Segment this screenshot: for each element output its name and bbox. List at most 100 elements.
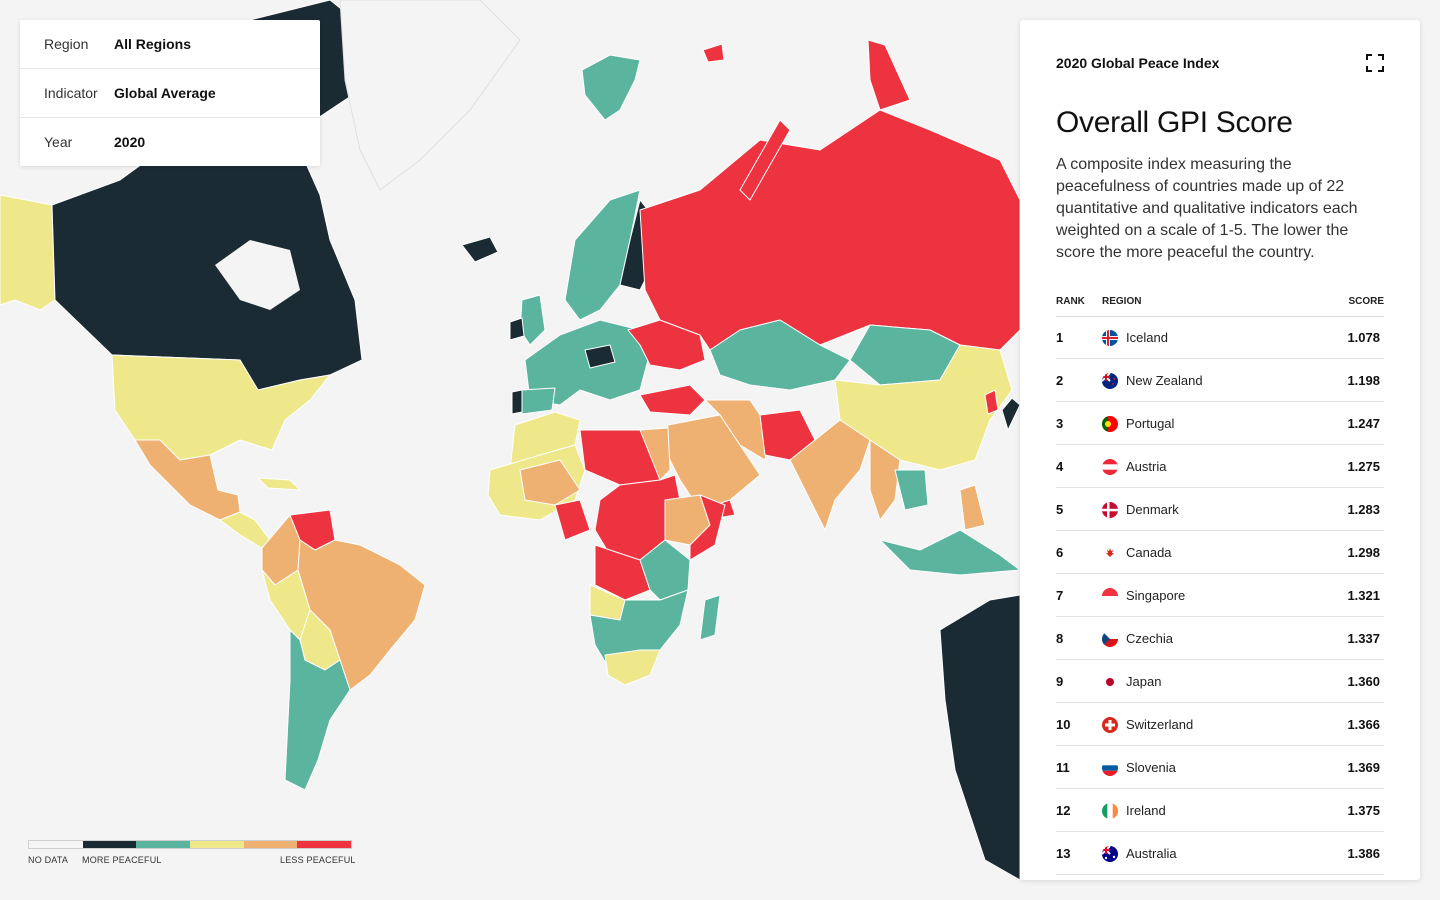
- map-country-turkey[interactable]: [639, 384, 706, 416]
- map-hudson-bay: [215, 240, 300, 310]
- column-score[interactable]: SCORE: [1348, 296, 1384, 307]
- row-rank: 11: [1056, 760, 1070, 775]
- map-country-egypt[interactable]: [639, 427, 671, 481]
- map-country-russia-islands[interactable]: [739, 39, 911, 201]
- row-score: 1.321: [1347, 588, 1380, 603]
- row-country: Czechia: [1126, 631, 1173, 646]
- expand-icon[interactable]: [1366, 54, 1384, 72]
- austria-flag-icon: [1102, 459, 1118, 475]
- map-country-japan[interactable]: [1001, 397, 1021, 431]
- row-score: 1.275: [1347, 459, 1380, 474]
- map-country-india[interactable]: [789, 419, 871, 531]
- legend-more-peaceful-label: MORE PEACEFUL: [82, 855, 162, 865]
- filter-card: Region All Regions Indicator Global Aver…: [20, 20, 320, 166]
- table-row[interactable]: 11 Slovenia 1.369: [1056, 746, 1384, 789]
- new-zealand-flag-icon: [1102, 373, 1118, 389]
- map-country-portugal[interactable]: [511, 389, 523, 415]
- iceland-flag-icon: [1102, 330, 1118, 346]
- row-rank: 1: [1056, 330, 1064, 345]
- legend-labels: NO DATA MORE PEACEFUL LESS PEACEFUL: [28, 855, 358, 869]
- row-country: Iceland: [1126, 330, 1168, 345]
- map-greenland: [339, 0, 521, 191]
- table-row[interactable]: 2 New Zealand 1.198: [1056, 359, 1384, 402]
- table-row[interactable]: 8 Czechia 1.337: [1056, 617, 1384, 660]
- table-row[interactable]: 12 Ireland 1.375: [1056, 789, 1384, 832]
- row-rank: 12: [1056, 803, 1071, 818]
- map-country-australia[interactable]: [939, 594, 1021, 881]
- map-country-central-america[interactable]: [219, 511, 271, 549]
- row-country: Ireland: [1126, 803, 1166, 818]
- row-rank: 4: [1056, 459, 1064, 474]
- legend-swatch: [82, 841, 137, 848]
- map-country-iran[interactable]: [704, 399, 771, 461]
- table-row[interactable]: 9 Japan 1.360: [1056, 660, 1384, 703]
- table-row[interactable]: 3 Portugal 1.247: [1056, 402, 1384, 445]
- map-country-thailand[interactable]: [894, 469, 929, 511]
- row-country: Portugal: [1126, 416, 1175, 431]
- map-country-kazakhstan[interactable]: [709, 319, 851, 391]
- column-rank[interactable]: RANK: [1056, 296, 1085, 307]
- map-country-nigeria[interactable]: [554, 499, 591, 541]
- row-score: 1.298: [1347, 545, 1380, 560]
- filter-region-value[interactable]: All Regions: [114, 36, 192, 52]
- filter-indicator[interactable]: Indicator Global Average: [20, 69, 320, 118]
- table-row[interactable]: 1 Iceland 1.078: [1056, 316, 1384, 359]
- filter-year-label: Year: [44, 134, 73, 150]
- portugal-flag-icon: [1102, 416, 1118, 432]
- denmark-flag-icon: [1102, 502, 1118, 518]
- map-country-mexico[interactable]: [134, 439, 241, 521]
- map-country-iceland[interactable]: [461, 236, 499, 263]
- row-score: 1.360: [1347, 674, 1380, 689]
- slovenia-flag-icon: [1102, 760, 1118, 776]
- row-rank: 13: [1056, 846, 1071, 861]
- switzerland-flag-icon: [1102, 717, 1118, 733]
- legend-swatch: [136, 841, 191, 848]
- table-row[interactable]: 6 Canada 1.298: [1056, 531, 1384, 574]
- row-score: 1.283: [1347, 502, 1380, 517]
- filter-region[interactable]: Region All Regions: [20, 20, 320, 69]
- table-row[interactable]: 7 Singapore 1.321: [1056, 574, 1384, 617]
- row-rank: 10: [1056, 717, 1071, 732]
- row-country: Singapore: [1126, 588, 1186, 603]
- map-country-uk[interactable]: [519, 294, 546, 346]
- legend-swatch: [243, 841, 298, 848]
- row-country: Austria: [1126, 459, 1167, 474]
- filter-year[interactable]: Year 2020: [20, 118, 320, 166]
- map-country-spain[interactable]: [521, 387, 556, 415]
- filter-indicator-value[interactable]: Global Average: [114, 85, 216, 101]
- map-country-southern-africa[interactable]: [589, 589, 689, 671]
- ranking-table: 1 Iceland 1.078 2 New Zealand 1.198 3 Portugal 1…: [1056, 316, 1384, 875]
- czechia-flag-icon: [1102, 631, 1118, 647]
- column-region[interactable]: REGION: [1102, 296, 1142, 307]
- ranking-table-header: RANK REGION SCORE: [1056, 294, 1384, 317]
- row-country: Denmark: [1126, 502, 1179, 517]
- filter-year-value[interactable]: 2020: [114, 134, 146, 150]
- map-country-cuba[interactable]: [257, 477, 301, 491]
- map-country-ireland[interactable]: [509, 317, 525, 341]
- map-country-austria[interactable]: [584, 344, 616, 369]
- map-country-russia[interactable]: [639, 109, 1021, 351]
- table-row[interactable]: 4 Austria 1.275: [1056, 445, 1384, 488]
- filter-indicator-label: Indicator: [44, 85, 98, 101]
- legend-no-data-label: NO DATA: [28, 855, 69, 865]
- map-country-argentina[interactable]: [284, 629, 351, 791]
- table-row[interactable]: 5 Denmark 1.283: [1056, 488, 1384, 531]
- table-row[interactable]: 10 Switzerland 1.366: [1056, 703, 1384, 746]
- map-country-svalbard[interactable]: [581, 54, 641, 121]
- map-country-madagascar[interactable]: [699, 594, 721, 641]
- legend-swatch: [297, 841, 352, 848]
- map-country-arctic-island[interactable]: [702, 43, 725, 63]
- singapore-flag-icon: [1102, 588, 1118, 604]
- map-country-korea[interactable]: [984, 389, 999, 415]
- map-country-mali[interactable]: [519, 459, 581, 506]
- row-country: Switzerland: [1126, 717, 1194, 732]
- table-row[interactable]: 13 Australia 1.386: [1056, 832, 1384, 875]
- row-country: Australia: [1126, 846, 1177, 861]
- map-country-south-africa[interactable]: [604, 649, 661, 686]
- map-country-philippines[interactable]: [959, 484, 986, 531]
- map-country-myanmar[interactable]: [869, 439, 901, 521]
- map-country-alaska[interactable]: [0, 194, 56, 311]
- map-country-indonesia[interactable]: [879, 529, 1021, 576]
- panel-title: Overall GPI Score: [1056, 106, 1293, 139]
- map-country-drc[interactable]: [594, 544, 651, 601]
